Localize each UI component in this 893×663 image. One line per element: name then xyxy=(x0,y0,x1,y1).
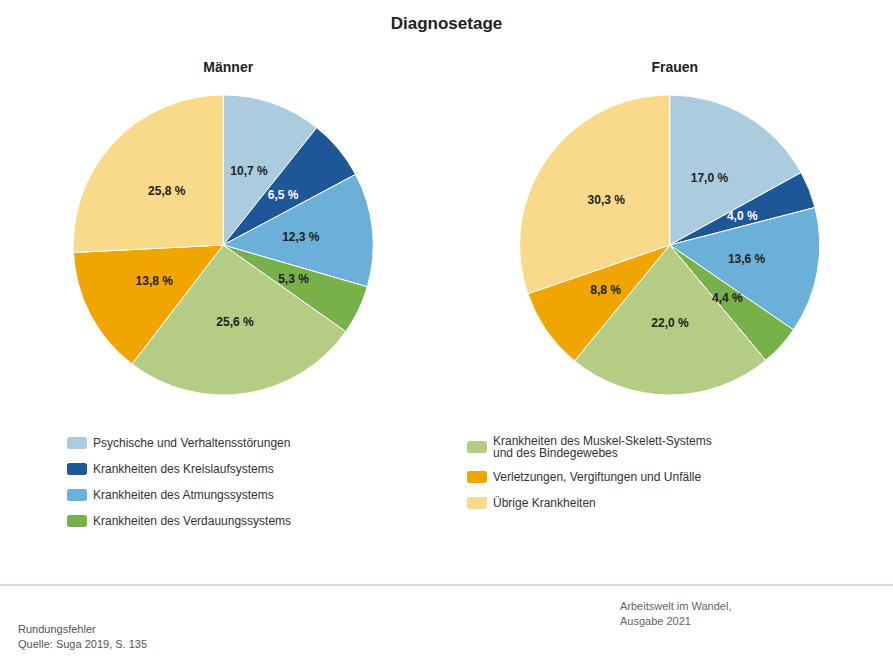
svg-text:Arbeitswelt im Wandel,: Arbeitswelt im Wandel, xyxy=(620,600,731,612)
svg-text:25,8 %: 25,8 % xyxy=(148,184,186,198)
svg-text:Krankheiten des Kreislaufsyste: Krankheiten des Kreislaufsystems xyxy=(93,462,274,476)
svg-text:5,3 %: 5,3 % xyxy=(278,272,309,286)
svg-text:4,0 %: 4,0 % xyxy=(727,209,758,223)
svg-text:Psychische und Verhaltensstöru: Psychische und Verhaltensstörungen xyxy=(93,436,290,450)
svg-text:22,0 %: 22,0 % xyxy=(651,316,689,330)
svg-text:8,8 %: 8,8 % xyxy=(590,283,621,297)
svg-text:4,4 %: 4,4 % xyxy=(712,291,743,305)
svg-text:Quelle: Suga 2019, S. 135: Quelle: Suga 2019, S. 135 xyxy=(18,638,147,650)
svg-text:13,6 %: 13,6 % xyxy=(728,252,766,266)
svg-text:25,6 %: 25,6 % xyxy=(216,315,254,329)
svg-text:Ausgabe 2021: Ausgabe 2021 xyxy=(620,615,691,627)
svg-text:Krankheiten des Atmungssystems: Krankheiten des Atmungssystems xyxy=(93,488,274,502)
svg-text:Übrige Krankheiten: Übrige Krankheiten xyxy=(493,496,596,510)
svg-text:13,8 %: 13,8 % xyxy=(136,274,174,288)
svg-text:Krankheiten des Verdauungssyst: Krankheiten des Verdauungssystems xyxy=(93,514,291,528)
svg-text:10,7 %: 10,7 % xyxy=(230,164,268,178)
svg-text:und des Bindegewebes: und des Bindegewebes xyxy=(493,446,618,460)
svg-text:30,3 %: 30,3 % xyxy=(588,193,626,207)
svg-text:Frauen: Frauen xyxy=(651,59,698,75)
svg-text:Verletzungen, Vergiftungen und: Verletzungen, Vergiftungen und Unfälle xyxy=(493,470,701,484)
svg-text:Krankheiten des Muskel-Skelett: Krankheiten des Muskel-Skelett-Systems xyxy=(493,434,712,448)
svg-text:6,5 %: 6,5 % xyxy=(268,188,299,202)
svg-text:Diagnosetage: Diagnosetage xyxy=(391,14,502,33)
svg-text:17,0 %: 17,0 % xyxy=(691,171,729,185)
svg-text:12,3 %: 12,3 % xyxy=(282,230,320,244)
svg-text:Rundungsfehler: Rundungsfehler xyxy=(18,623,96,635)
svg-text:Männer: Männer xyxy=(203,59,253,75)
